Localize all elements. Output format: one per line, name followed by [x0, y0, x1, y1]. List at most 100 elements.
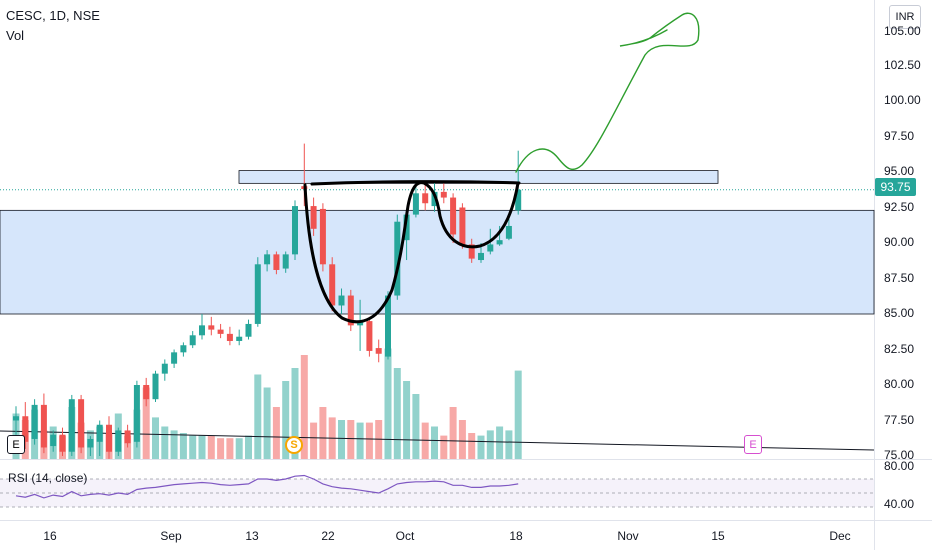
time-axis-label: 22 — [321, 529, 335, 543]
candle-body — [319, 208, 326, 265]
volume-bar — [254, 374, 262, 459]
price-axis-label: 80.00 — [884, 377, 915, 391]
time-axis-label: 18 — [509, 529, 523, 543]
time-axis-label: Nov — [617, 529, 639, 543]
volume-bar — [356, 422, 364, 459]
volume-bar — [235, 438, 243, 459]
volume-bar — [189, 435, 197, 459]
volume-bar — [365, 422, 373, 459]
earnings-marker-upcoming[interactable]: E — [744, 435, 762, 454]
price-axis-label: 75.00 — [884, 448, 915, 462]
volume-bar — [300, 355, 308, 459]
candle-body — [143, 385, 150, 400]
volume-bar — [403, 381, 411, 459]
earnings-marker[interactable]: E — [7, 435, 25, 454]
volume-bar — [310, 422, 318, 459]
candle-body — [496, 240, 503, 245]
candle-body — [22, 416, 29, 442]
candle-body — [366, 321, 373, 351]
volume-bar — [505, 430, 513, 459]
candle-body — [189, 335, 196, 346]
candle-body — [357, 321, 364, 326]
candle-body — [338, 295, 345, 306]
candle-body — [264, 254, 271, 265]
candle-body — [245, 323, 252, 337]
volume-bar — [347, 420, 355, 459]
price-axis-label: 100.00 — [884, 93, 921, 107]
volume-bar — [291, 368, 299, 459]
time-axis-label: Oct — [395, 529, 415, 543]
candle-body — [515, 189, 522, 211]
candle-body — [40, 404, 47, 448]
volume-bar — [384, 348, 392, 459]
volume-bar — [226, 438, 234, 459]
time-axis-label: 16 — [43, 529, 57, 543]
candle-body — [161, 363, 168, 374]
candle-body — [403, 214, 410, 241]
volume-bar — [245, 435, 252, 459]
volume-bar — [514, 370, 522, 459]
price-axis-label: 95.00 — [884, 164, 915, 178]
volume-bar — [412, 394, 420, 459]
price-axis-label: 90.00 — [884, 235, 915, 249]
volume-bar — [338, 420, 345, 459]
rsi-axis-label: 40.00 — [884, 497, 915, 511]
volume-bar — [142, 387, 150, 459]
candle-body — [412, 193, 419, 215]
price-axis-label: 82.50 — [884, 342, 915, 356]
volume-bar — [272, 407, 280, 459]
candle-body — [106, 424, 112, 452]
candle-body — [394, 221, 401, 296]
volume-bar — [319, 407, 327, 459]
rsi-line — [15, 474, 519, 499]
time-axis-label: 13 — [245, 529, 259, 543]
candle-body — [282, 254, 289, 269]
price-axis-label: 92.50 — [884, 200, 915, 214]
price-axis-label: 87.50 — [884, 271, 915, 285]
candle-body — [87, 438, 94, 448]
volume-bar — [179, 433, 187, 459]
candle-body — [459, 207, 466, 246]
volume-bar — [421, 422, 429, 459]
candle-body — [124, 430, 131, 444]
symbol-title: CESC, 1D, NSE — [6, 8, 100, 23]
volume-bar — [161, 426, 169, 459]
time-axis-label: Sep — [160, 529, 182, 543]
volume-bar — [486, 430, 494, 459]
candle-body — [68, 399, 75, 452]
price-axis-label: 77.50 — [884, 413, 915, 427]
volume-bar — [207, 435, 215, 459]
candle-body — [385, 295, 391, 357]
candle-body — [50, 434, 57, 447]
candle-body — [478, 252, 484, 261]
last-price-tag: 93.75 — [875, 178, 916, 196]
candle-body — [199, 325, 205, 336]
volume-label: Vol — [6, 28, 25, 43]
currency-button[interactable]: INR — [889, 5, 921, 29]
candle-body — [292, 206, 298, 255]
volume-bar — [198, 435, 206, 459]
volume-bar — [170, 430, 178, 459]
candle-body — [13, 416, 19, 421]
volume-bar — [263, 387, 271, 459]
candle-body — [78, 399, 85, 448]
candle-body — [329, 264, 336, 306]
cup-rim-drawing — [310, 180, 521, 186]
trend-line — [0, 430, 875, 451]
volume-bar — [440, 435, 448, 459]
candle-body — [254, 264, 261, 324]
candle-body — [133, 385, 140, 442]
volume-bar — [152, 417, 159, 459]
candle-body — [152, 373, 159, 400]
candle-body — [96, 424, 103, 442]
candle-body — [487, 244, 494, 252]
time-axis-label: Dec — [829, 529, 851, 543]
split-marker[interactable]: S — [285, 436, 303, 454]
candle-body — [236, 336, 243, 341]
candle-body — [440, 191, 447, 198]
candle-body — [217, 329, 224, 334]
candle-body — [31, 404, 38, 439]
candle-body — [208, 325, 215, 330]
volume-bar — [431, 426, 438, 459]
